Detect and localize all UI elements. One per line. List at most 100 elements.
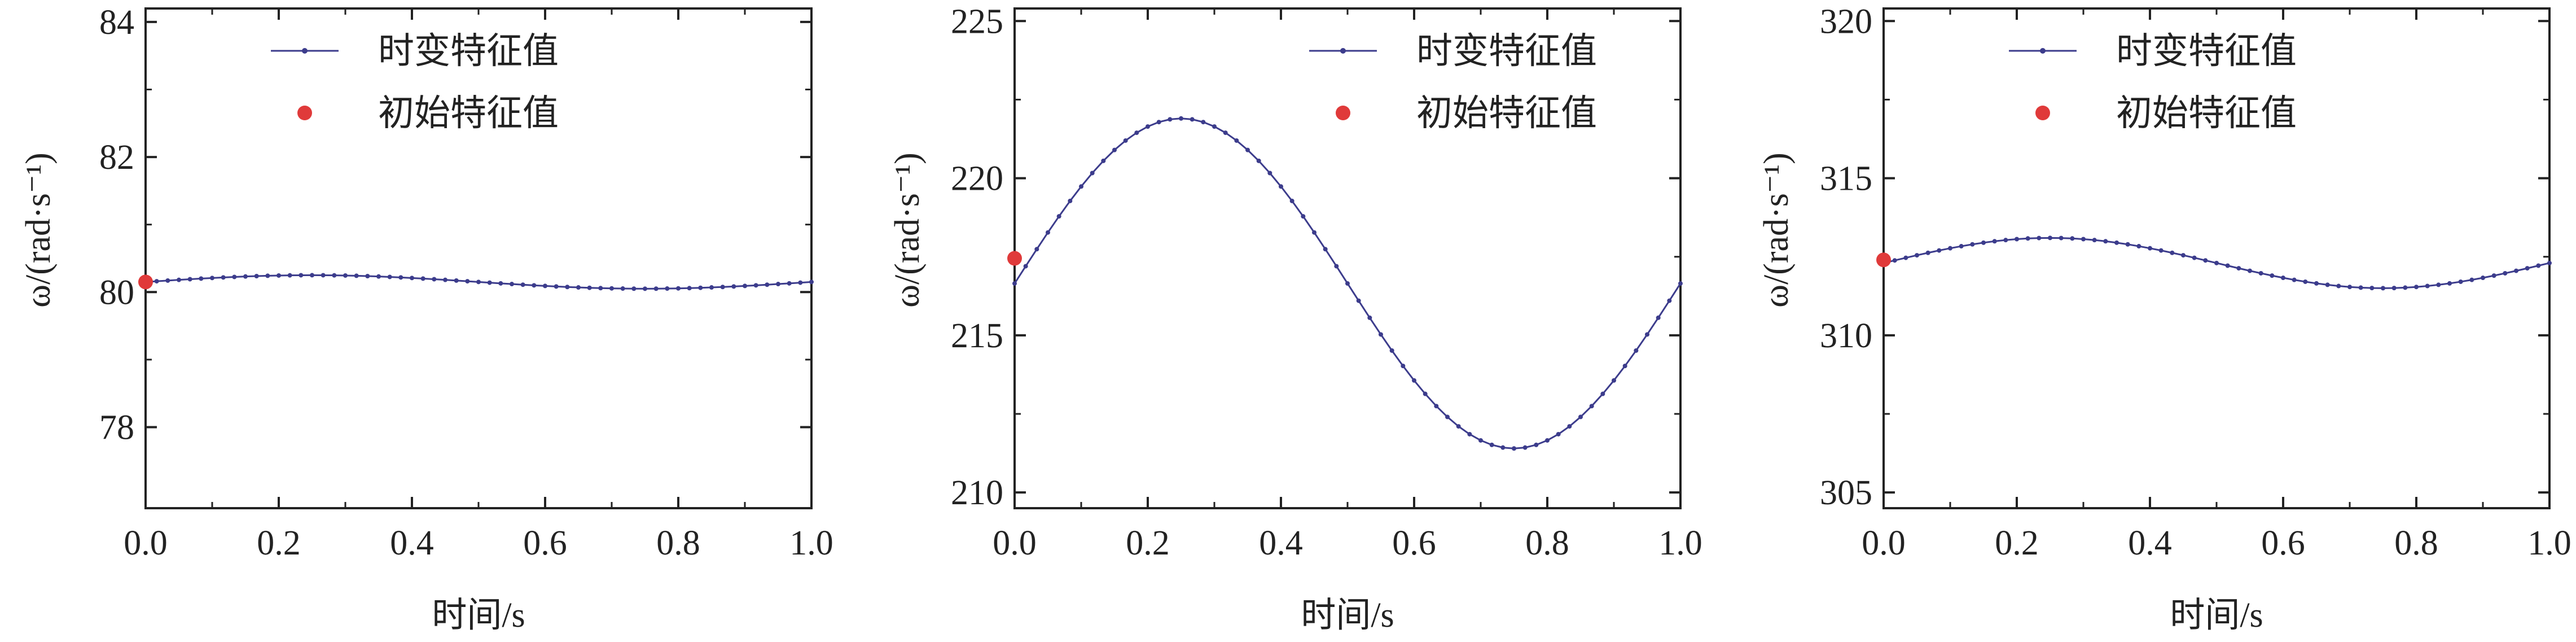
- data-point: [1959, 244, 1964, 249]
- data-point: [2425, 283, 2430, 289]
- data-point: [1903, 255, 1908, 260]
- data-point: [2547, 260, 2552, 265]
- data-point: [2281, 276, 2285, 281]
- data-point: [2358, 285, 2363, 290]
- data-point: [1079, 184, 1083, 189]
- chart-panel-3: 0.0 0.2 0.4 0.6 0.8 1.0 305 310 315 320 时间/s ω/(rad…: [1757, 2, 2571, 635]
- x-tick-label: 0.2: [1995, 524, 2039, 562]
- data-point: [1334, 264, 1339, 269]
- data-point: [1301, 214, 1306, 219]
- y-tick-label: 82: [99, 138, 134, 177]
- y-axis-label: ω/(rad·s⁻¹): [19, 152, 58, 308]
- legend-label-initial: 初始特征值: [1416, 93, 1597, 133]
- data-point: [787, 281, 792, 286]
- data-point: [1634, 348, 1639, 353]
- data-point: [2059, 235, 2064, 241]
- chart-panel-2: 0.0 0.2 0.4 0.6 0.8 1.0 210 215 220 225 时间/s ω/(rad…: [888, 2, 1702, 635]
- data-point: [1567, 424, 1572, 429]
- data-point: [1500, 445, 1506, 450]
- data-point: [343, 273, 348, 278]
- data-point: [2081, 237, 2086, 242]
- data-point: [299, 273, 304, 278]
- data-point: [743, 283, 747, 289]
- data-point: [520, 282, 525, 287]
- data-point: [809, 279, 814, 285]
- y-tick-label: 215: [951, 317, 1003, 355]
- legend-label-time-varying: 时变特征值: [2116, 31, 2297, 71]
- x-tick-label: 0.4: [390, 524, 434, 562]
- data-point: [2292, 277, 2297, 282]
- data-point: [587, 285, 592, 290]
- data-point: [154, 279, 159, 284]
- data-point: [2181, 253, 2186, 258]
- y-axis-label: ω/(rad·s⁻¹): [1757, 152, 1796, 308]
- data-point: [2015, 237, 2019, 242]
- data-point: [543, 283, 547, 289]
- x-axis-label: 时间/s: [2170, 596, 2263, 635]
- x-tick-label: 0.2: [1126, 524, 1170, 562]
- x-tick-label: 0.6: [523, 524, 567, 562]
- data-point: [2158, 248, 2164, 253]
- data-point: [165, 278, 170, 283]
- x-tick-label: 1.0: [1658, 524, 1702, 562]
- data-point: [387, 274, 392, 279]
- data-point: [2481, 276, 2485, 281]
- y-tick-label: 310: [1820, 317, 1872, 355]
- plot-frame: [144, 7, 813, 509]
- x-tick-label: 1.0: [2527, 524, 2571, 562]
- data-point: [709, 285, 714, 290]
- data-point: [2369, 286, 2375, 291]
- data-point: [2225, 263, 2230, 268]
- data-point: [2103, 239, 2108, 244]
- data-point: [510, 282, 514, 287]
- data-point: [476, 279, 481, 285]
- data-point: [1012, 281, 1017, 286]
- data-point: [243, 274, 248, 279]
- y-tick-label: 84: [99, 3, 134, 42]
- data-point: [653, 286, 659, 291]
- data-point: [2125, 242, 2130, 247]
- data-point: [1323, 247, 1328, 252]
- data-point: [2447, 281, 2452, 286]
- data-point: [2037, 235, 2042, 241]
- data-point: [1090, 171, 1095, 176]
- plot-frame: [1882, 7, 2551, 509]
- data-point: [2314, 281, 2319, 286]
- data-point: [565, 285, 570, 290]
- legend-line-marker: [1340, 48, 1346, 54]
- data-point: [753, 283, 758, 288]
- data-point: [1545, 438, 1550, 443]
- data-point: [1578, 414, 1583, 420]
- legend-dot-swatch: [1336, 106, 1350, 120]
- data-point: [1212, 124, 1217, 129]
- x-tick-label: 0.8: [1525, 524, 1569, 562]
- data-point: [1925, 250, 1930, 255]
- data-point: [1256, 158, 1261, 163]
- data-point: [798, 280, 803, 285]
- data-point: [1379, 332, 1383, 337]
- y-tick-label: 320: [1820, 2, 1872, 41]
- data-point: [1915, 253, 1919, 258]
- legend-label-time-varying: 时变特征值: [1416, 31, 1597, 71]
- data-point: [1179, 116, 1183, 121]
- data-point: [1101, 158, 1106, 163]
- data-point: [1600, 391, 1605, 396]
- y-tick-label: 80: [99, 273, 134, 312]
- data-point: [376, 274, 381, 279]
- data-point: [1589, 404, 1594, 409]
- data-point: [1556, 431, 1561, 436]
- data-point: [1678, 281, 1683, 286]
- legend-label-initial: 初始特征值: [378, 93, 559, 133]
- data-point: [1892, 258, 1897, 263]
- data-point: [365, 274, 370, 279]
- data-point: [731, 284, 736, 289]
- y-axis-label: ω/(rad·s⁻¹): [888, 152, 927, 308]
- x-tick-label: 0.4: [2128, 524, 2172, 562]
- data-point: [2336, 283, 2341, 289]
- data-point: [1612, 378, 1616, 383]
- data-point: [2303, 279, 2308, 284]
- data-point: [177, 277, 181, 282]
- data-point: [277, 273, 281, 278]
- data-point: [765, 282, 770, 287]
- y-tick-label: 220: [951, 160, 1003, 198]
